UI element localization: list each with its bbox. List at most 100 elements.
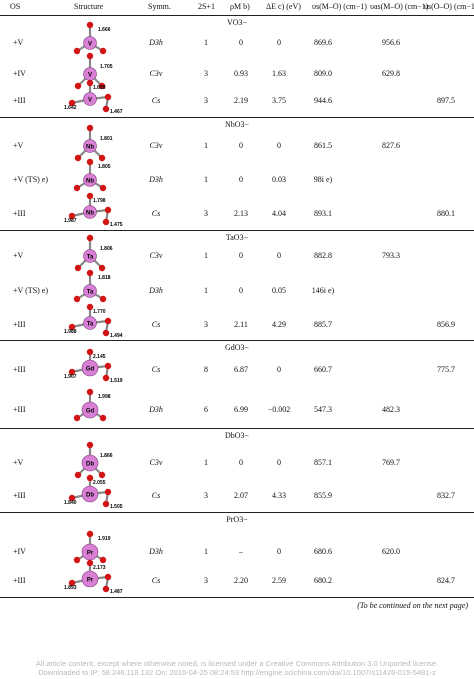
cell-de: 3.75 [272,96,286,105]
oxygen-atom [68,99,76,107]
cell-de: 0 [277,141,281,150]
oxygen-atom [104,317,112,325]
bond-length-label: 1.475 [110,222,123,228]
molecule-structure: Pr 2.173 1.893 1.487 [64,559,123,595]
cell-spin: 3 [204,96,208,105]
section-rule [0,428,474,429]
metal-atom [81,359,99,377]
cell-nu-s: 882.8 [314,251,332,260]
metal-symbol: V [88,98,92,104]
section-title: GdO3− [224,343,250,352]
bond-length-label: 1.705 [100,64,113,70]
cell-symm: C3v [149,251,163,260]
oxygen-atom [86,192,94,200]
cell-spin: 1 [204,141,208,150]
cell-rho: 0.93 [234,69,248,78]
cell-de: 0 [277,251,281,260]
cell-nu-oo: 824.7 [437,576,455,585]
cell-os: +III [13,320,26,329]
cell-nu-s: 660.7 [314,365,332,374]
metal-symbol: Nb [86,145,94,151]
bond-length-label: 1.919 [98,536,111,542]
cell-os: +V (TS) e) [13,175,49,184]
cell-nu-as: 793.3 [382,251,400,260]
oxygen-atom [98,154,106,162]
bond-length-label: 1.467 [110,109,123,115]
bond-length-label: 1.798 [93,198,106,204]
metal-symbol: Pr [87,551,94,557]
bond-length-label: 1.494 [110,333,123,339]
section-title: PrO3− [226,515,248,524]
bond-length-label: 1.866 [100,453,113,459]
oxygen-atom [74,82,82,90]
cell-symm: D3h [149,547,163,556]
metal-atom [83,139,97,153]
cell-rho: 6.87 [234,365,248,374]
oxygen-atom [104,206,112,214]
oxygen-atom [102,500,110,508]
cell-nu-s: 885.7 [314,320,332,329]
bottom-rule [0,597,474,598]
oxygen-atom [99,47,107,55]
metal-atom [83,249,97,263]
bond-length-label: 1.666 [98,27,111,33]
continued-note: (To be continued on the next page) [357,601,468,610]
oxygen-atom [68,323,76,331]
cell-os: +IV [13,69,26,78]
header-os: OS [10,2,21,11]
cell-os: +V [13,251,24,260]
cell-de: −0.002 [267,405,291,414]
cell-spin: 3 [204,209,208,218]
cell-rho: – [239,547,243,556]
metal-symbol: Db [86,462,94,468]
metal-atom [81,570,99,588]
oxygen-atom [86,303,94,311]
header-de: ΔE c) (eV) [266,2,301,11]
molecule-structure: Ta 1.770 1.988 1.494 [64,303,123,339]
cell-de: 0 [277,458,281,467]
cell-os: +III [13,576,26,585]
header-nu-s: υs(M–O) (cm−1) [312,2,367,11]
molecule-structure: V 1.659 1.642 1.467 [64,79,123,115]
header-rho: ρM b) [230,2,250,11]
cell-symm: D3h [149,38,163,47]
oxygen-atom [74,264,82,272]
cell-de: 0 [277,547,281,556]
oxygen-atom [104,93,112,101]
cell-nu-as: 769.7 [382,458,400,467]
oxygen-atom [68,368,76,376]
oxygen-atom [104,362,112,370]
bond-length-label: 1.907 [64,374,77,380]
header-rule [0,15,474,16]
cell-rho: 0 [239,251,243,260]
cell-symm: Cs [151,365,161,374]
cell-symm: Cs [151,320,161,329]
cell-de: 2.59 [272,576,286,585]
table-header: OS Structure Symm. 2S+1 ρM b) ΔE c) (eV)… [0,0,474,15]
cell-spin: 3 [204,320,208,329]
bond-length-label: 1.801 [100,136,113,142]
metal-symbol: Ta [87,322,94,328]
cell-rho: 2.11 [234,320,248,329]
oxygen-atom [86,441,94,449]
bond-length-label: 1.840 [64,500,77,506]
bond-length-label: 1.988 [64,329,77,335]
cell-rho: 0 [239,141,243,150]
cell-symm: Cs [151,209,161,218]
molecule-structure: Nb 1.798 1.987 1.475 [64,192,123,228]
oxygen-atom [102,105,110,113]
oxygen-atom [73,47,81,55]
oxygen-atom [86,269,94,277]
cell-rho: 0 [239,286,243,295]
section-rule [0,230,474,231]
oxygen-atom [68,212,76,220]
cell-nu-s: 680.6 [314,547,332,556]
section-rule [0,117,474,118]
cell-nu-oo: 775.7 [437,365,455,374]
cell-nu-oo: 897.5 [437,96,455,105]
oxygen-atom [99,414,107,422]
cell-de: 4.04 [272,209,286,218]
cell-nu-as: 827.6 [382,141,400,150]
cell-symm: Cs [151,491,161,500]
oxygen-atom [86,474,94,482]
